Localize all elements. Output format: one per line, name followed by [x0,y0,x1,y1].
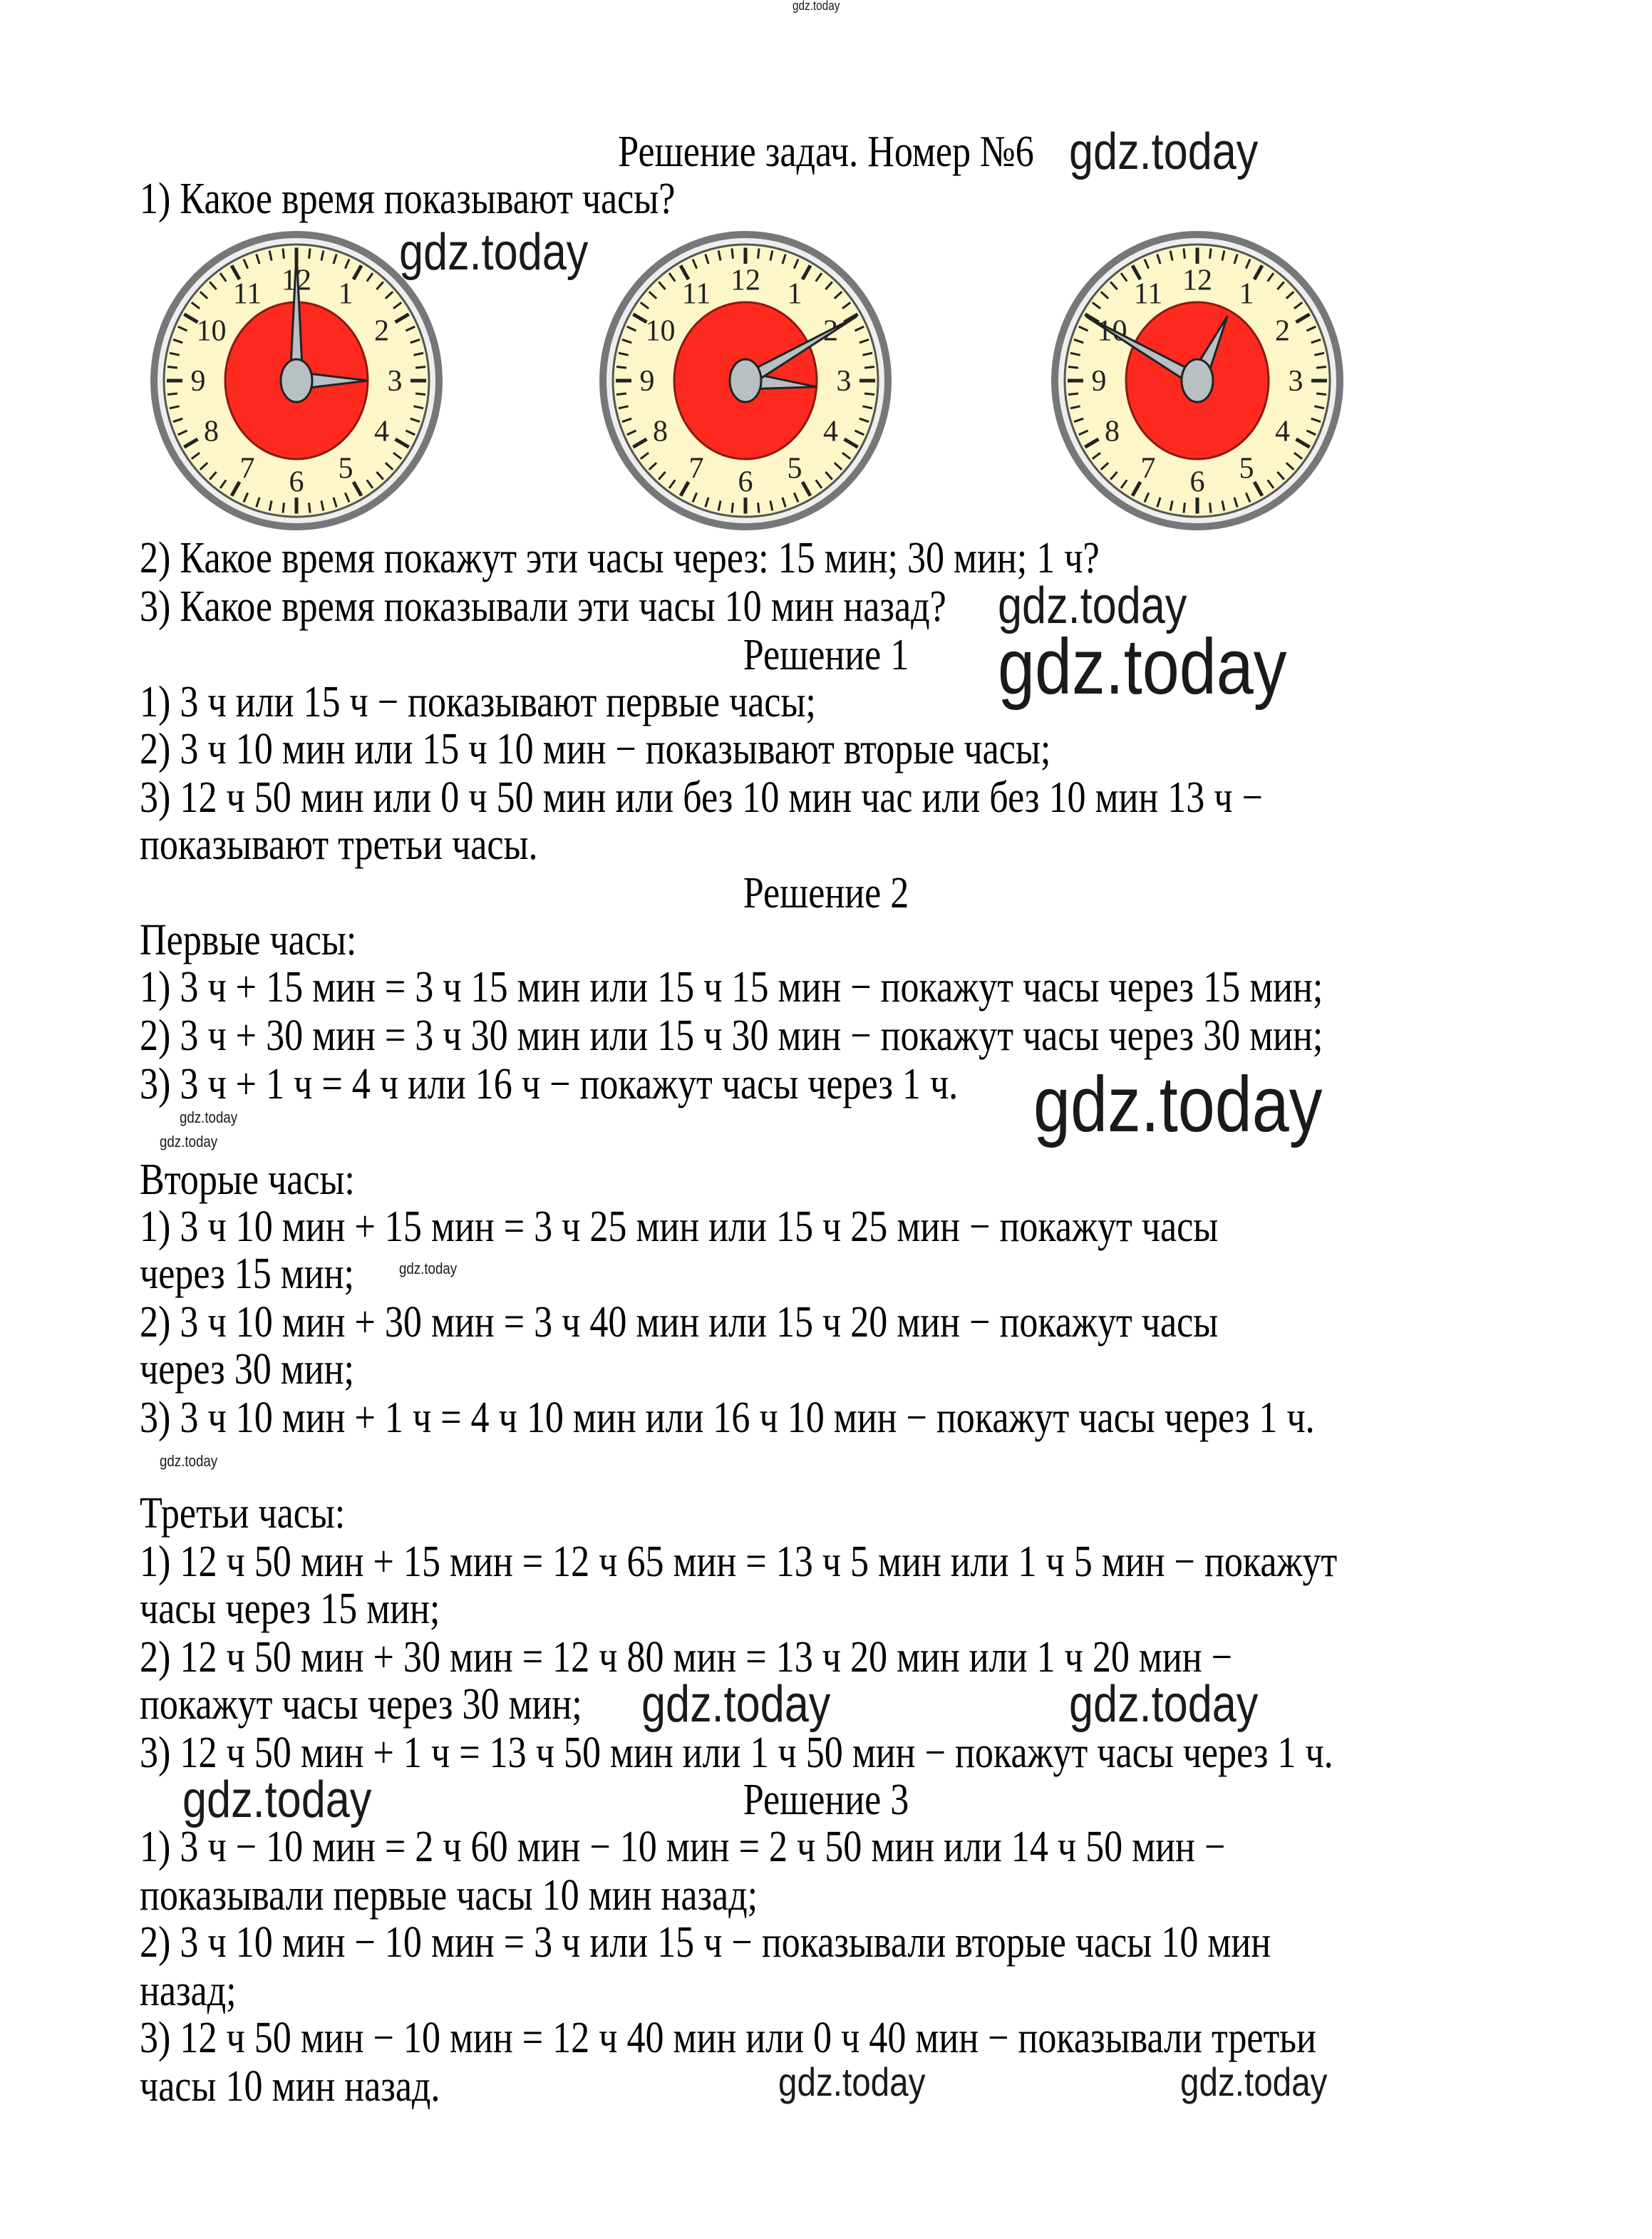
clock-number: 3 [1289,365,1303,398]
watermark: gdz.today [778,2059,926,2104]
clock-number: 5 [788,452,802,485]
text-line: 2) 3 ч 10 мин + 30 мин = 3 ч 40 мин или … [140,1298,1219,1347]
section-heading: Решение 2 [743,869,909,917]
clock-number: 2 [374,314,389,347]
section-heading: Решение 3 [743,1776,909,1824]
clock-number: 8 [204,416,219,448]
clock-number: 5 [339,452,353,485]
text-line: 1) 3 ч 10 мин + 15 мин = 3 ч 25 мин или … [140,1203,1219,1251]
watermark: gdz.today [1069,1676,1259,1733]
clock-center [279,358,314,403]
clock-number: 7 [689,452,704,485]
watermark: gdz.today [1180,2059,1328,2104]
clock: 121234567891011 [150,231,443,530]
watermark: gdz.today [1033,1061,1323,1148]
text-line: 1) 3 ч − 10 мин = 2 ч 60 мин − 10 мин = … [140,1823,1226,1871]
watermark: gdz.today [182,1771,372,1828]
text-line: 3) Какое время показывали эти часы 10 ми… [140,582,946,631]
clock-number: 11 [233,278,262,311]
watermark: gdz.today [641,1676,831,1733]
text-line: 3) 12 ч 50 мин или 0 ч 50 мин или без 10… [140,773,1263,822]
text-line: показывали первые часы 10 мин назад; [140,1871,758,1920]
clock-number: 11 [1134,278,1162,311]
clock-number: 7 [1141,452,1156,485]
clock-number: 1 [1239,278,1254,311]
clock-number: 6 [1190,465,1205,498]
text-line: покажут часы через 30 мин; [140,1680,582,1729]
text-line: 1) 3 ч + 15 мин = 3 ч 15 мин или 15 ч 15… [140,963,1323,1012]
clock-number: 6 [738,465,753,498]
clock: 121234567891011 [599,231,892,530]
clock-number: 10 [196,314,226,347]
clock-number: 9 [191,365,206,398]
text-line: 3) 3 ч + 1 ч = 4 ч или 16 ч − покажут ча… [140,1060,959,1108]
text-line: показывают третьи часы. [140,820,538,869]
text-line: Первые часы: [140,916,357,964]
clock-number: 8 [1105,416,1120,448]
clock-center [1180,358,1214,403]
text-line: Вторые часы: [140,1155,355,1204]
text-line: 2) 3 ч 10 мин − 10 мин = 3 ч или 15 ч − … [140,1918,1271,1967]
clock-number: 5 [1239,452,1254,485]
clock-number: 7 [240,452,255,485]
text-line: часы через 15 мин; [140,1585,440,1633]
text-line: 2) 3 ч 10 мин или 15 ч 10 мин − показыва… [140,725,1051,773]
clock-center [728,358,763,403]
text-line: 2) 3 ч + 30 мин = 3 ч 30 мин или 15 ч 30… [140,1012,1323,1060]
text-line: 3) 3 ч 10 мин + 1 ч = 4 ч 10 мин или 16 … [140,1394,1315,1442]
clock-number: 4 [374,416,389,448]
clock-number: 2 [1275,314,1290,347]
clock-number: 4 [823,416,838,448]
clock-number: 3 [388,365,403,398]
watermark: gdz.today [160,1133,218,1151]
text-line: 2) Какое время покажут эти часы через: 1… [140,534,1100,582]
clock-number: 9 [640,365,655,398]
watermark: gdz.today [998,577,1187,634]
clock-number: 12 [1182,264,1212,297]
clock-number: 11 [682,278,711,311]
text-line: через 15 мин; [140,1250,354,1298]
clock-number: 6 [289,465,304,498]
clocks-illustration: 1212345678910111212345678910111212345678… [150,231,1343,530]
text-line: 3) 12 ч 50 мин + 1 ч = 13 ч 50 мин или 1… [140,1729,1333,1777]
clock-number: 1 [788,278,802,311]
clock-number: 12 [731,264,760,297]
clock-number: 3 [837,365,852,398]
text-line: часы 10 мин назад. [140,2062,440,2111]
clock: 121234567891011 [1051,231,1343,530]
text-line: 2) 12 ч 50 мин + 30 мин = 12 ч 80 мин = … [140,1633,1233,1682]
watermark: gdz.today [399,224,589,281]
watermark: gdz.today [160,1452,218,1470]
text-line: 1) Какое время показывают часы? [140,175,676,223]
text-line: Третьи часы: [140,1489,346,1538]
clock-number: 4 [1275,416,1290,448]
text-line: назад; [140,1967,237,2015]
text-line: 1) 3 ч или 15 ч − показывают первые часы… [140,678,816,726]
text-line: 1) 12 ч 50 мин + 15 мин = 12 ч 65 мин = … [140,1538,1338,1586]
watermark: gdz.today [1069,123,1259,180]
watermark: gdz.today [998,623,1287,711]
clock-number: 1 [339,278,353,311]
section-heading: Решение задач. Номер №6 [618,128,1034,176]
clock-number: 8 [653,416,668,448]
watermark: gdz.today [180,1108,238,1126]
watermark: gdz.today [793,0,840,13]
clock-number: 10 [645,314,675,347]
text-line: 3) 12 ч 50 мин − 10 мин = 12 ч 40 мин ил… [140,2014,1316,2062]
section-heading: Решение 1 [743,631,909,679]
text-line: через 30 мин; [140,1345,354,1394]
clock-number: 9 [1092,365,1107,398]
watermark: gdz.today [399,1260,458,1277]
